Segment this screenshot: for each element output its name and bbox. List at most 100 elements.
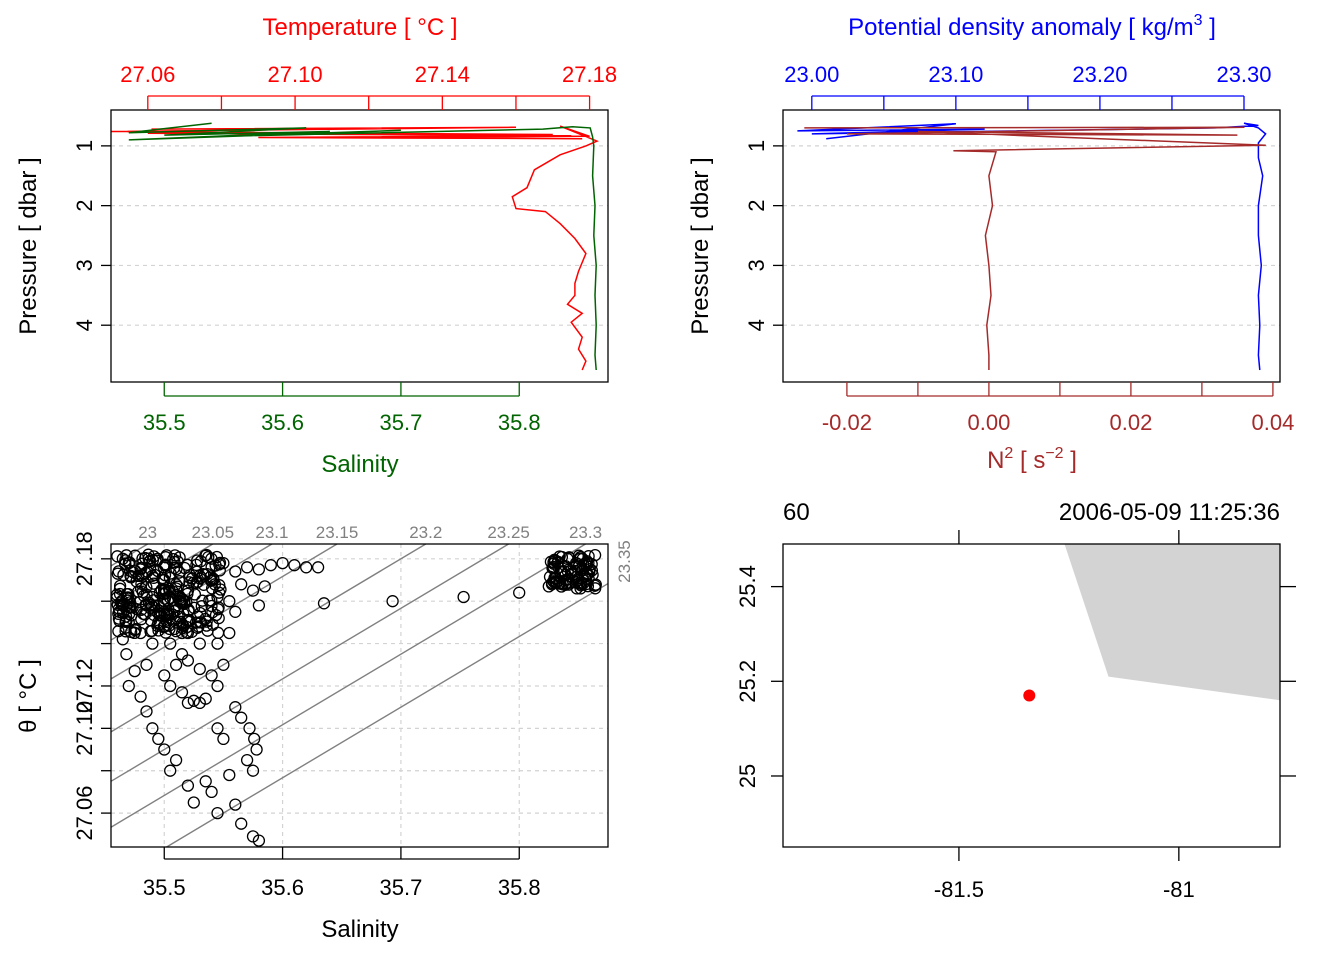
p3-salinity-axis-title: Salinity [321, 916, 398, 943]
p3-point [182, 603, 195, 616]
p3-isopycnal-line [110, 543, 427, 733]
p3-isopycnal-label: 23.2 [409, 523, 442, 542]
p3-point [563, 551, 576, 564]
p3-point [457, 590, 470, 604]
p3-point [122, 679, 135, 693]
p3-point [572, 549, 586, 562]
panel-ts-profile: 1 2 3 4 27.06 27.10 27.14 27.18 35.5 35.6 35.7 35.8… [15, 14, 617, 478]
p3-point [211, 603, 225, 616]
p3-point [200, 619, 213, 632]
p3-point [140, 705, 153, 718]
p3-point [386, 595, 399, 608]
p2-bottom-tick-label: 0.04 [1251, 410, 1294, 435]
p3-point [543, 570, 557, 583]
p3-x-tick-label: 35.8 [498, 875, 541, 900]
p3-point [240, 753, 254, 767]
p3-point [164, 679, 177, 693]
p3-y-tick-label: 27.18 [72, 531, 97, 586]
p3-point [549, 572, 562, 585]
p3-point [276, 556, 289, 570]
p3-point [235, 711, 248, 724]
p3-point [112, 565, 125, 578]
p2-n2-title-end: ] [1064, 447, 1077, 474]
p3-point [317, 597, 331, 610]
p2-n2-axis-title: N2 [ s−2 ] [987, 445, 1077, 474]
p1-bottom-tick-label: 35.7 [380, 410, 423, 435]
p2-series-n2 [804, 126, 1266, 370]
p2-n2-title-sup1: 2 [1004, 445, 1013, 462]
p3-point [229, 798, 242, 811]
p3-point [176, 593, 189, 606]
p2-pressure-axis-title: Pressure [ dbar ] [687, 157, 714, 334]
p3-point [211, 637, 224, 650]
panel-density-profile: 1 2 3 4 23.00 23.10 23.20 23.30 -0.02 0.00 0.02 0.0… [687, 12, 1294, 474]
p2-density-title-sup: 3 [1194, 12, 1203, 29]
p3-point [205, 561, 218, 574]
p3-point [547, 555, 560, 569]
p3-point [187, 796, 200, 809]
p3-point [181, 584, 195, 597]
p3-point [188, 588, 202, 601]
p3-point [563, 576, 577, 589]
p2-bottom-tick-label: 0.02 [1109, 410, 1152, 435]
p3-point [140, 658, 153, 671]
p3-point [581, 580, 595, 593]
p3-point [542, 580, 555, 593]
p3-point [211, 679, 224, 693]
p4-x-tick-label: -81.5 [934, 877, 984, 902]
p3-point [243, 722, 256, 735]
p1-bottom-tick-label: 35.6 [261, 410, 304, 435]
p3-point [229, 701, 242, 714]
p3-isopycnal-line [166, 582, 609, 848]
p3-point [562, 578, 575, 591]
p3-y-tick-label: 27.10 [72, 701, 97, 756]
p2-top-tick-label: 23.00 [784, 62, 839, 87]
p3-point [175, 686, 189, 699]
p3-point [181, 779, 195, 792]
p3-isopycnal-line [110, 543, 509, 782]
p3-frame [110, 543, 609, 848]
p4-station-marker [1023, 689, 1036, 702]
p3-point [193, 637, 206, 650]
p3-point [569, 576, 582, 589]
p3-point [258, 580, 271, 593]
p1-y-tick-label: 2 [72, 200, 97, 212]
p3-point [175, 648, 189, 661]
p3-point [240, 561, 254, 574]
p3-point [246, 764, 260, 777]
p3-point [223, 626, 236, 640]
p1-y-tick-label: 4 [72, 319, 97, 331]
p3-point [164, 764, 177, 777]
p1-bottom-tick-label: 35.8 [498, 410, 541, 435]
p2-n2-title-main: N [987, 447, 1004, 474]
p3-point [146, 590, 159, 604]
p1-grid [111, 145, 608, 326]
p3-point [122, 616, 135, 629]
p3-point [116, 633, 129, 646]
p4-y-tick-label: 25.4 [735, 565, 760, 608]
p3-point [217, 732, 230, 746]
p3-point [549, 554, 562, 567]
p3-point [207, 572, 220, 585]
p3-point [588, 548, 602, 562]
p3-point [187, 694, 200, 707]
p3-theta-axis-title: θ [ °C ] [15, 659, 42, 733]
p3-point [211, 626, 225, 639]
p1-salinity-axis-title: Salinity [321, 451, 398, 478]
p3-point [246, 830, 260, 843]
p3-point [246, 584, 260, 597]
p3-point [172, 566, 186, 579]
p3-point [229, 605, 242, 618]
p3-point [169, 616, 183, 629]
p3-point [211, 590, 224, 604]
p3-point [181, 696, 195, 710]
p3-point [250, 743, 263, 756]
p3-point [147, 550, 161, 563]
p3-point [300, 561, 313, 574]
p2-y-tick-label: 4 [744, 319, 769, 331]
map-left-label: 60 [783, 499, 810, 526]
p3-point [311, 561, 325, 574]
p3-point [175, 626, 189, 640]
p2-grid [783, 145, 1280, 326]
p3-point [146, 637, 159, 650]
